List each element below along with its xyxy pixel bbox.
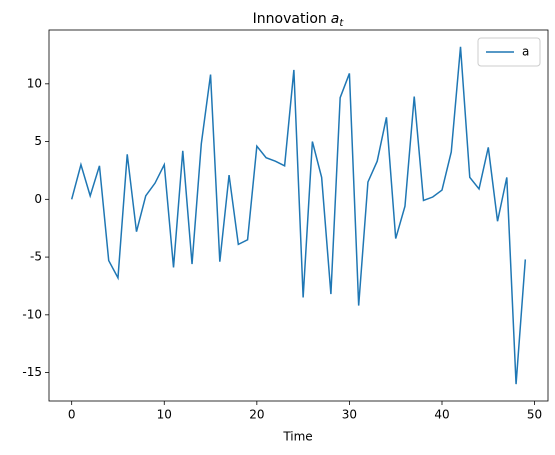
title-subscript: t (339, 18, 344, 29)
title-text: Innovation (253, 11, 327, 27)
y-tick-label: 0 (34, 192, 42, 206)
title-symbol: a (331, 11, 340, 27)
x-tick-label: 30 (342, 408, 357, 422)
x-tick-label: 20 (249, 408, 264, 422)
chart-title: Innovation at (253, 11, 345, 29)
y-tick-label: -10 (22, 307, 42, 321)
y-tick-label: 5 (34, 134, 42, 148)
plot-frame (48, 29, 549, 402)
y-tick-label: -5 (30, 250, 42, 264)
x-axis-label: Time (282, 430, 312, 444)
y-tick-label: -15 (22, 365, 42, 379)
x-tick-label: 50 (527, 408, 542, 422)
x-tick-label: 40 (434, 408, 449, 422)
x-tick-label: 10 (157, 408, 172, 422)
legend-label: a (522, 45, 529, 59)
line-series (70, 46, 527, 385)
y-tick-label: 10 (27, 76, 42, 90)
x-tick-label: 0 (68, 408, 76, 422)
